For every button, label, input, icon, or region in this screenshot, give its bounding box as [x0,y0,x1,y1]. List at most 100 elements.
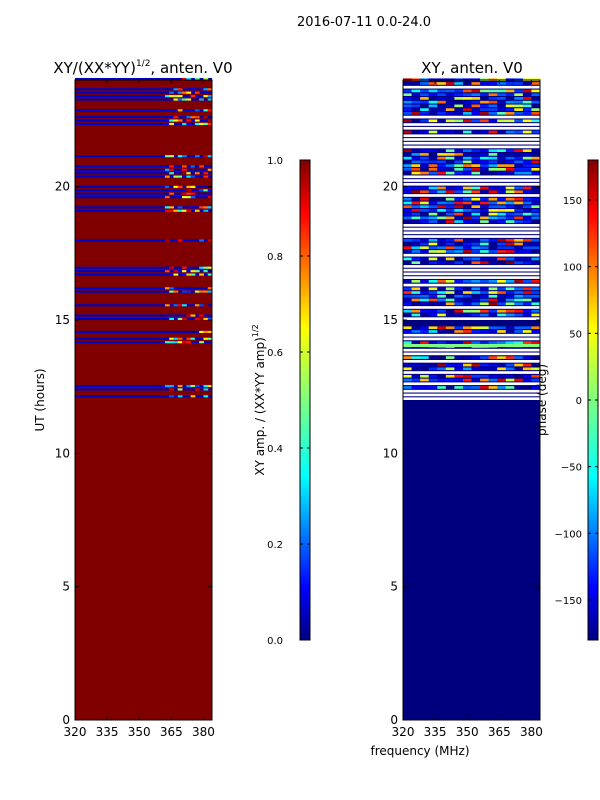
heatmap-cell [531,291,541,294]
amp-ratio-colorbar: 0.0 0.2 0.4 0.6 0.8 1.0 XY amp. / (XX*YY amp)… [251,156,311,647]
heatmap-cell [480,201,490,205]
heatmap-cell [505,326,515,330]
heatmap-cell [488,153,498,156]
heatmap-cell [522,326,532,330]
heatmap-cell [471,164,481,167]
heatmap-cell [194,172,200,175]
heatmap-cell [403,257,413,261]
heatmap-cell [480,205,490,208]
heatmap-cell [514,149,524,152]
heatmap-cell [462,190,472,194]
phase-x-axis-label: frequency (MHz) [370,744,469,758]
heatmap-cell [462,156,472,160]
heatmap-cell [403,119,413,123]
heatmap-cell [497,374,507,378]
heatmap-cell [471,130,481,134]
heatmap-cell [190,384,196,388]
heatmap-cell [437,363,447,367]
heatmap-cell [514,97,524,100]
heatmap-cell [420,190,430,194]
heatmap-cell [186,185,192,188]
heatmap-cell [207,95,213,98]
heatmap-cell [480,156,490,160]
heatmap-cell [480,119,490,123]
heatmap-gap [403,276,540,279]
heatmap-cell [531,287,541,291]
heatmap-cell [505,220,515,223]
heatmap-cell [531,119,541,123]
heatmap-cell [531,250,541,253]
heatmap-cell [462,209,472,212]
heatmap-row [75,175,212,178]
heatmap-cell [177,341,183,344]
heatmap-cell [531,330,541,333]
heatmap-cell [488,168,498,171]
heatmap-cell [199,239,204,242]
heatmap-cell [480,220,490,223]
heatmap-cell [514,153,524,156]
heatmap-cell [522,330,532,333]
heatmap-cell [437,246,447,250]
heatmap-cell [411,309,421,313]
heatmap-gap [403,179,540,182]
heatmap-cell [169,206,174,209]
heatmap-gap [403,268,540,272]
heatmap-cell [505,100,515,104]
heatmap-cell [428,209,438,212]
heatmap-cell [203,109,209,112]
amp-ratio-colorbar-label: XY amp. / (XX*YY amp)1/2 [251,324,267,475]
heatmap-cell [164,273,170,276]
heatmap-row [75,196,212,199]
heatmap-cell [445,326,455,330]
colorbar-tick-label: 0.4 [267,444,283,455]
heatmap-cell [437,149,447,152]
heatmap-row [75,287,212,290]
heatmap-cell [199,317,204,320]
heatmap-cell [531,112,541,115]
heatmap-cell [505,242,515,246]
heatmap-cell [505,216,515,220]
heatmap-cell [403,108,413,111]
heatmap-cell [480,242,490,246]
heatmap-cell [190,314,196,317]
heatmap-cell [173,239,179,242]
heatmap-cell [505,97,515,100]
heatmap-cell [454,341,464,344]
heatmap-cell [522,363,532,367]
heatmap-cell [531,130,541,134]
heatmap-cell [182,77,187,81]
heatmap-cell [462,298,472,302]
heatmap-gap [403,85,540,89]
heatmap-cell [497,97,507,100]
heatmap-cell [445,190,455,194]
heatmap-cell [186,189,192,192]
heatmap-cell [497,261,507,264]
heatmap-cell [505,205,515,208]
heatmap-cell [522,280,532,283]
heatmap-cell [411,168,421,171]
heatmap-cell [488,246,498,250]
heatmap-cell [454,149,464,152]
heatmap-row [75,337,212,340]
heatmap-cell [514,367,524,371]
heatmap-cell [454,261,464,264]
heatmap-cell [403,197,413,201]
heatmap-cell [203,388,209,391]
heatmap-cell [207,88,213,91]
heatmap-cell [488,220,498,223]
heatmap-cell [164,95,170,98]
heatmap-row [75,341,212,344]
heatmap-cell [207,119,213,122]
heatmap-cell [428,160,438,164]
heatmap-cell [522,238,532,242]
heatmap-cell [169,95,174,98]
heatmap-cell [169,388,174,391]
heatmap-cell [190,165,196,168]
colorbar-tick-label: −150 [555,596,582,607]
heatmap-cell [420,82,430,85]
heatmap-cell [445,302,455,306]
heatmap-cell [471,104,481,108]
heatmap-cell [497,257,507,261]
heatmap-cell [203,189,209,192]
heatmap-cell [454,291,464,294]
